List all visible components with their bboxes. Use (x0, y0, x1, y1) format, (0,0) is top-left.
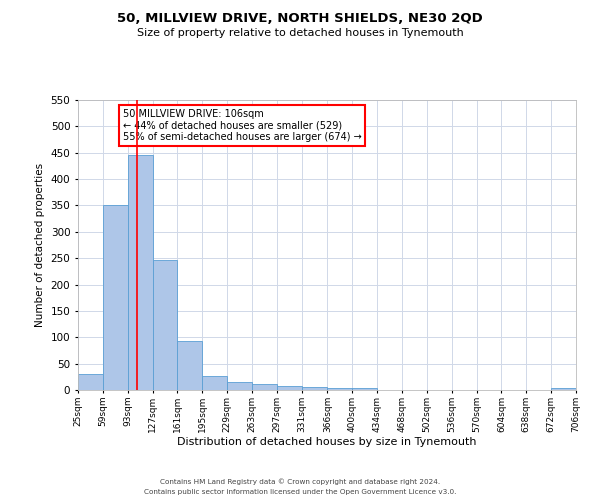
Bar (78, 374, 103, 390)
Bar (103, 206, 128, 390)
Bar (328, 388, 352, 390)
Text: 50, MILLVIEW DRIVE, NORTH SHIELDS, NE30 2QD: 50, MILLVIEW DRIVE, NORTH SHIELDS, NE30 … (117, 12, 483, 26)
Y-axis label: Number of detached properties: Number of detached properties (35, 163, 45, 327)
Bar (302, 388, 326, 390)
Text: Contains public sector information licensed under the Open Government Licence v3: Contains public sector information licen… (144, 489, 456, 495)
Bar (128, 156, 152, 390)
X-axis label: Distribution of detached houses by size in Tynemouth: Distribution of detached houses by size … (177, 438, 477, 448)
Bar (252, 384, 277, 390)
Bar (352, 388, 377, 390)
Bar (152, 260, 178, 390)
Text: Contains HM Land Registry data © Crown copyright and database right 2024.: Contains HM Land Registry data © Crown c… (160, 478, 440, 485)
Bar (551, 388, 576, 390)
Bar (227, 382, 252, 390)
Text: Size of property relative to detached houses in Tynemouth: Size of property relative to detached ho… (137, 28, 463, 38)
Text: 50 MILLVIEW DRIVE: 106sqm
← 44% of detached houses are smaller (529)
55% of semi: 50 MILLVIEW DRIVE: 106sqm ← 44% of detac… (123, 108, 362, 142)
Bar (202, 376, 227, 390)
Bar (178, 341, 202, 390)
Bar (277, 386, 302, 390)
